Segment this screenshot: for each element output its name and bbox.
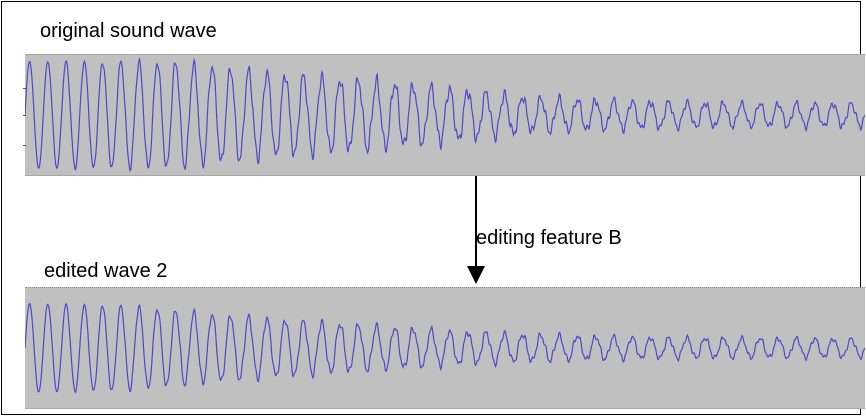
edited-waveform-line — [25, 302, 865, 394]
edited-waveform — [25, 302, 865, 394]
axis-tick — [23, 88, 26, 89]
editing-feature-label: editing feature B — [476, 227, 622, 249]
original-wave-panel — [25, 54, 865, 176]
original-wave-label: original sound wave — [40, 20, 217, 42]
edited-wave-panel — [25, 287, 865, 409]
axis-tick — [23, 145, 26, 146]
edited-wave-label: edited wave 2 — [44, 260, 168, 282]
axis-tick — [23, 115, 26, 116]
arrow-head — [467, 266, 485, 284]
original-waveform — [25, 57, 865, 173]
down-arrow-icon — [467, 176, 485, 284]
original-waveform-line — [25, 57, 865, 173]
